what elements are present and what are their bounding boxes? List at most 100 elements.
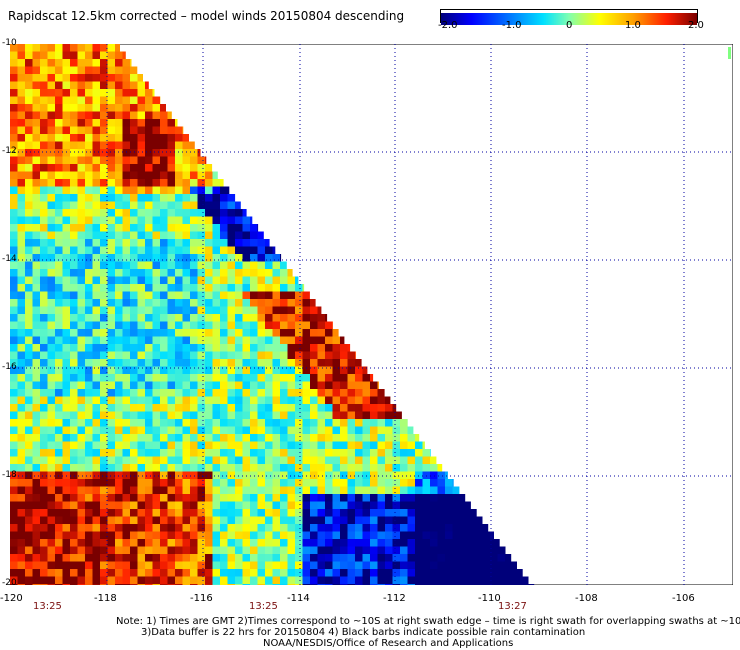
wind-cell [130,269,138,277]
wind-cell [460,494,466,502]
wind-cell [325,366,333,374]
wind-cell [107,186,115,194]
wind-cell [167,396,175,404]
wind-cell [55,224,63,232]
wind-cell [62,246,70,254]
wind-cell [85,464,93,472]
wind-cell [107,134,115,142]
wind-cell [152,554,160,562]
wind-cell [182,441,190,449]
wind-cell [92,231,100,239]
wind-cell [145,524,153,532]
wind-cell [310,344,318,352]
wind-cell [70,554,78,562]
wind-cell [55,524,63,532]
wind-cell [77,411,85,419]
wind-cell [220,509,228,517]
wind-cell [160,404,168,412]
wind-cell [107,104,115,112]
wind-cell [40,314,48,322]
wind-cell [325,576,333,584]
wind-cell [415,539,423,547]
wind-cell [302,554,310,562]
wind-cell [32,389,40,397]
colorbar-gradient [441,13,697,25]
note-line-3: NOAA/NESDIS/Office of Research and Appli… [263,638,514,649]
wind-cell [62,396,70,404]
wind-cell [220,224,228,232]
colorbar-tick-minus1: -1.0 [502,20,522,31]
wind-cell [70,501,78,509]
wind-cell [377,411,385,419]
wind-cell [130,449,138,457]
wind-cell [287,494,295,502]
wind-cell [182,486,190,494]
wind-cell [70,344,78,352]
wind-cell [130,381,138,389]
wind-cell [145,194,153,202]
wind-cell [422,546,430,554]
wind-cell [55,329,63,337]
wind-cell [85,381,93,389]
wind-cell [302,569,310,577]
wind-cell [287,389,295,397]
wind-cell [167,479,175,487]
wind-cell [122,501,130,509]
wind-cell [242,494,250,502]
wind-cell [250,389,258,397]
wind-cell [167,524,175,532]
wind-cell [137,501,145,509]
wind-cell [175,464,183,472]
wind-cell [205,486,213,494]
wind-cell [62,539,70,547]
wind-cell [370,539,378,547]
wind-cell [145,81,149,89]
wind-cell [415,464,423,472]
wind-cell [77,104,85,112]
wind-cell [415,554,423,562]
wind-cell [362,411,370,419]
wind-cell [40,291,48,299]
wind-cell [430,531,438,539]
wind-cell [205,359,213,367]
wind-cell [205,306,213,314]
wind-cell [355,441,363,449]
wind-cell [25,261,33,269]
wind-cell [40,576,48,584]
wind-cell [115,74,123,82]
wind-cell [115,501,123,509]
wind-cell [137,126,145,134]
wind-cell [355,569,363,577]
wind-cell [40,81,48,89]
wind-cell [32,141,40,149]
wind-cell [212,194,220,202]
wind-cell [160,449,168,457]
wind-cell [422,479,430,487]
wind-cell [47,209,55,217]
wind-cell [107,261,115,269]
wind-cell [40,119,48,127]
wind-cell [265,299,273,307]
wind-cell [62,81,70,89]
wind-cell [122,494,130,502]
wind-cell [212,524,220,532]
wind-cell [160,291,168,299]
wind-cell [55,194,63,202]
wind-cell [392,449,400,457]
wind-cell [250,531,258,539]
wind-cell [265,554,273,562]
wind-cell [257,224,259,232]
wind-cell [347,344,351,352]
wind-cell [167,134,175,142]
wind-cell [47,501,55,509]
wind-cell [122,284,130,292]
wind-cell [160,426,168,434]
wind-cell [280,329,288,337]
wind-cell [32,44,40,52]
wind-cell [47,546,55,554]
wind-cell [242,576,250,584]
wind-cell [370,441,378,449]
wind-cell [25,291,33,299]
wind-cell [100,291,108,299]
wind-cell [70,494,78,502]
